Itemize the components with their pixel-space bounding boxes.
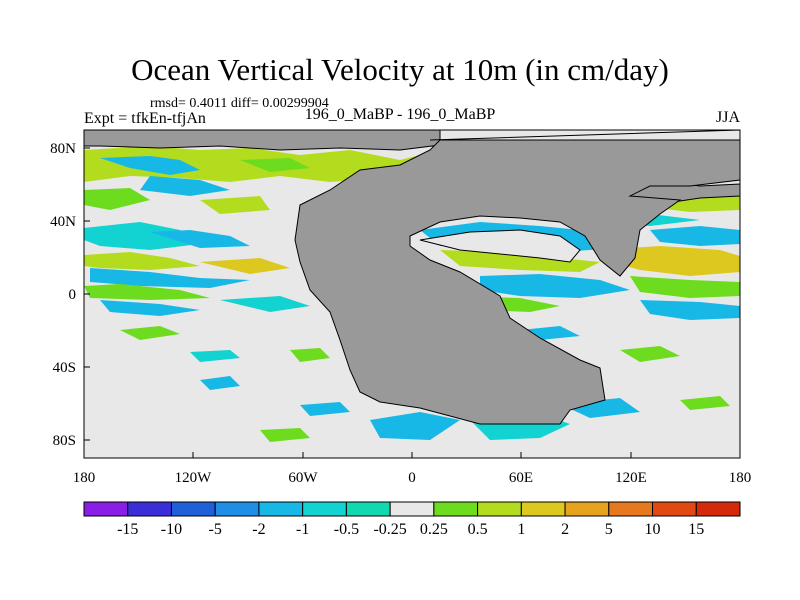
colorbar-swatch [652,501,697,517]
colorbar: -15 -10 -5 -2 -1 -0.5 -0.25 0.25 0.5 1 2 5 10 15 [83,501,741,538]
colorbar-label: -2 [252,521,265,538]
colorbar-swatch [389,501,435,517]
colorbar-label: -0.5 [334,521,359,538]
lat-tick-label: 80S [53,433,76,449]
colorbar-label: 1 [517,521,525,538]
colorbar-label: 2 [561,521,569,538]
land-mask [83,129,741,425]
experiment-label: Expt = tfkEn-tfjAn [84,110,206,127]
colorbar-label: -10 [161,521,182,538]
lat-tick-label: 40N [50,214,76,230]
colorbar-label: -5 [209,521,222,538]
colorbar-label: 0.25 [420,521,448,538]
lon-tick-label: 180 [729,470,752,486]
colorbar-swatch [127,501,172,517]
colorbar-label: -1 [296,521,309,538]
stats-label: rmsd= 0.4011 diff= 0.00299904 [150,96,329,111]
map-title: Ocean Vertical Velocity at 10m (in cm/da… [131,52,669,87]
colorbar-label: 0.5 [468,521,488,538]
colorbar-swatch [258,501,304,517]
lat-tick-label: 0 [69,287,77,303]
colorbar-label: 5 [605,521,613,538]
lat-tick-label: 40S [53,360,76,376]
colorbar-label: 10 [645,521,661,538]
colorbar-swatch [83,501,129,517]
colorbar-swatch [564,501,610,517]
lon-tick-label: 120W [175,470,213,486]
map-plot-area [83,129,741,459]
colorbar-swatch [477,501,522,517]
lat-axis: 80N 40N 0 40S 80S [50,141,90,449]
colorbar-swatch [520,501,566,517]
lon-axis: 180 120W 60W 0 60E 120E 180 [73,452,752,486]
colorbar-label: -0.25 [373,521,406,538]
colorbar-swatch [170,501,216,517]
colorbar-swatch [695,501,741,517]
lat-tick-label: 80N [50,141,76,157]
lon-tick-label: 120E [615,470,647,486]
colorbar-swatch [608,501,654,517]
colorbar-label: -15 [117,521,138,538]
colorbar-label: 15 [688,521,704,538]
colorbar-swatch [214,501,260,517]
case-label: 196_0_MaBP - 196_0_MaBP [304,106,496,123]
lon-tick-label: 180 [73,470,96,486]
colorbar-swatch [345,501,391,517]
colorbar-swatch [302,501,347,517]
lon-tick-label: 0 [408,470,416,486]
lon-tick-label: 60W [288,470,318,486]
lon-tick-label: 60E [509,470,533,486]
colorbar-swatch [433,501,479,517]
season-label: JJA [715,109,740,126]
